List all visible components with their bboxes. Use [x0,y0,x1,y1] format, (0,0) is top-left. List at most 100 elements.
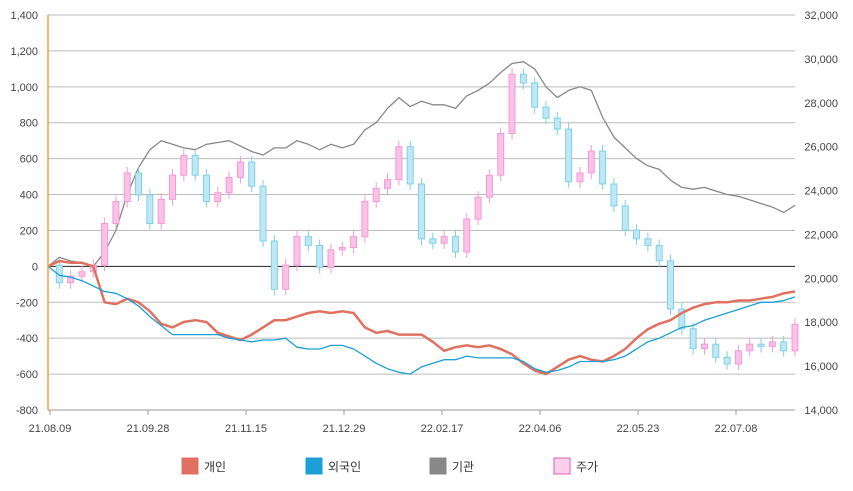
price-candle [440,236,448,244]
price-candle [55,264,63,284]
y-left-tick-label: 1,400 [10,10,38,22]
price-candle [712,343,720,358]
price-candle [633,229,641,240]
axis-layer: 1,400 1,200 1,000 800 600 400 200 0 -200 -400 -600… [10,10,838,435]
price-candle [531,82,539,108]
price-candle [644,238,652,246]
y-right-tick-label: 32,000 [804,10,838,22]
y-right-tick-label: 16,000 [804,361,838,373]
legend-label: 주가 [576,460,598,474]
price-candle [316,244,324,268]
price-candle [610,183,618,207]
price-candle [112,201,120,224]
price-candle [282,264,290,290]
price-candle [700,343,708,350]
price-candle [350,236,358,249]
price-candle [259,185,267,242]
price-candle [406,146,414,185]
price-candle [202,174,210,203]
price-candle [667,260,674,310]
price-candle [508,73,516,134]
y-left-tick-label: 800 [20,118,38,130]
price-candle [497,133,505,176]
price-candle [67,275,75,284]
legend: 개인 외국인 기관 주가 [181,457,598,475]
price-candle [293,236,301,266]
x-tick-label: 22.04.06 [519,423,562,435]
y-right-tick-label: 26,000 [804,142,838,154]
y-right-tick-label: 30,000 [804,54,838,66]
x-tick-label: 21.11.15 [225,423,267,435]
price-candle [655,244,663,262]
price-candle [768,341,776,347]
y-left-tick-label: 200 [20,225,38,237]
price-candle [191,154,199,176]
y-left-tick-label: -400 [16,333,38,345]
price-candle [304,236,312,246]
price-candle [270,240,278,290]
y-left-tick-label: 400 [20,190,38,202]
price-candle [236,161,244,178]
series-line-institution [47,61,796,268]
series-price-candles [55,68,799,370]
price-candle [587,150,595,174]
price-candle [327,249,335,268]
y-right-tick-label: 14,000 [804,405,838,417]
price-candle [553,117,561,130]
series-layer [47,61,799,376]
legend-label: 개인 [204,460,226,474]
y-right-tick-label: 24,000 [804,186,838,198]
price-candle [519,73,527,84]
price-candle [101,222,109,266]
legend-swatch [181,457,199,475]
legend-swatch [305,457,323,475]
x-tick-label: 21.08.09 [29,423,72,435]
price-candle [169,174,176,200]
x-tick-label: 21.12.29 [323,423,366,435]
price-candle [78,271,86,277]
y-right-tick-label: 22,000 [804,229,838,241]
price-candle [474,196,482,220]
price-candle [372,187,380,203]
y-right-tick-label: 28,000 [804,98,838,110]
price-candle [542,106,550,119]
x-tick-label: 22.02.17 [421,423,464,435]
price-candle [361,201,369,238]
price-candle [723,356,731,365]
y-left-tick-label: 0 [32,261,38,273]
price-candle [429,238,437,244]
y-left-tick-label: -600 [16,369,38,381]
price-candle [146,194,154,224]
price-candle [225,176,233,194]
y-right-tick-label: 18,000 [804,317,838,329]
price-candle [576,172,584,183]
price-candle [180,154,188,176]
x-tick-label: 22.05.23 [617,423,660,435]
legend-label: 외국인 [328,460,361,474]
price-candle [248,161,256,187]
price-candle [384,179,392,189]
x-tick-label: 22.07.08 [715,423,758,435]
legend-label: 기관 [452,460,474,474]
legend-swatch [553,457,571,475]
series-line-individual [47,259,796,376]
price-candle [791,323,799,352]
price-candle [463,218,471,253]
price-candle [599,150,607,185]
price-candle [780,341,788,352]
price-candle [135,172,143,196]
price-candle [485,174,493,198]
y-right-tick-label: 20,000 [804,273,838,285]
price-candle [418,183,425,240]
price-candle [123,172,131,203]
price-candle [678,308,686,330]
price-candle [214,192,222,203]
price-candle [689,328,697,350]
y-left-tick-label: -800 [16,405,38,417]
price-candle [157,198,165,224]
price-candle [621,205,629,231]
price-candle [757,343,765,347]
series-line-foreign [47,265,796,375]
